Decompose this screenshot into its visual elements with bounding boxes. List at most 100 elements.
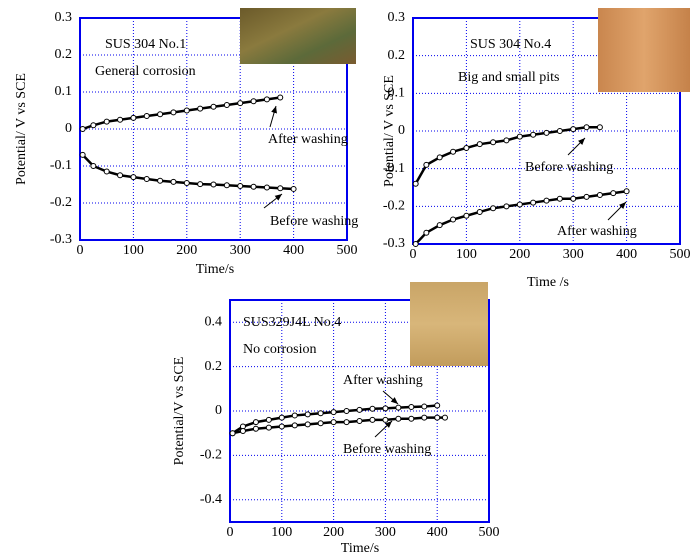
data-point (441, 414, 448, 421)
data-point (463, 144, 470, 151)
data-point (223, 182, 230, 189)
data-point (556, 128, 563, 134)
data-point (610, 190, 617, 197)
data-point (583, 193, 590, 200)
data-point (436, 222, 443, 229)
y-tick-label: -0.4 (200, 492, 222, 507)
data-point (421, 414, 428, 421)
y-tick-label: -0.2 (50, 195, 72, 210)
data-point (103, 118, 110, 125)
data-point (382, 416, 389, 423)
data-point (596, 192, 603, 199)
y-tick-label: -0.3 (50, 232, 72, 247)
chart: 0 100 200 300 400 500 -0.3 -0.2 -0.1 0 0.1 0.2 0.3 SU… (14, 8, 358, 277)
data-point (490, 205, 497, 212)
data-point (229, 430, 236, 437)
series-line (82, 96, 281, 131)
y-tick-label: 0.2 (388, 48, 406, 63)
y-tick-label: 0.3 (55, 10, 73, 25)
data-point (330, 409, 337, 416)
data-point (290, 185, 297, 192)
sample-photo (240, 8, 356, 64)
sample-subtitle: General corrosion (95, 64, 196, 79)
data-point (395, 404, 402, 411)
x-tick-label: 500 (670, 247, 691, 262)
data-point (516, 133, 523, 140)
data-point (421, 403, 428, 410)
data-point (197, 181, 204, 188)
data-point (143, 175, 150, 182)
data-point (516, 201, 523, 208)
x-tick-label: 0 (77, 243, 84, 258)
data-point (356, 406, 363, 413)
sample-title: SUS 304 No.1 (105, 37, 186, 52)
data-point (143, 113, 150, 120)
series-label: After washing (343, 373, 423, 388)
y-tick-label: -0.2 (383, 199, 405, 214)
data-point (277, 94, 284, 101)
data-point (556, 195, 563, 202)
series-label: Before washing (343, 442, 431, 457)
y-tick-label: -0.3 (383, 236, 405, 251)
y-tick-label: 0 (65, 121, 72, 136)
y-axis-label: Potential/ V vs SCE (382, 75, 397, 187)
y-tick-label: -0.1 (50, 158, 72, 173)
data-point (343, 408, 350, 414)
data-point (530, 131, 537, 138)
x-tick-label: 100 (456, 247, 477, 262)
x-axis-label: Time/s (196, 262, 234, 277)
data-point (570, 126, 577, 133)
data-point (250, 98, 257, 105)
data-point (434, 414, 441, 421)
data-point (583, 124, 590, 131)
data-point (170, 178, 177, 185)
plot-frame (229, 299, 490, 523)
y-tick-label: 0.2 (205, 359, 223, 374)
data-point (395, 415, 402, 422)
data-point (183, 180, 190, 187)
data-point (277, 185, 284, 192)
data-point (170, 109, 177, 116)
data-point (412, 241, 419, 247)
annotation-arrow (567, 137, 586, 156)
data-point (450, 148, 457, 155)
data-point (476, 141, 483, 148)
data-point (79, 126, 86, 132)
data-point (543, 129, 550, 136)
y-tick-label: -0.2 (200, 448, 222, 463)
x-tick-label: 0 (227, 525, 234, 540)
x-tick-label: 200 (509, 247, 530, 262)
y-axis-label: Potential/V vs SCE (172, 357, 187, 466)
data-point (250, 183, 257, 190)
x-tick-label: 400 (427, 525, 448, 540)
data-point (476, 208, 483, 215)
data-point (382, 405, 389, 412)
y-tick-label: 0.1 (55, 84, 73, 99)
annotation-arrow (382, 390, 399, 405)
y-tick-label: 0 (215, 403, 222, 418)
data-point (412, 180, 419, 187)
x-tick-label: 100 (271, 525, 292, 540)
data-point (463, 212, 470, 219)
x-tick-label: 400 (616, 247, 637, 262)
sample-title: SUS329J4L No.4 (243, 315, 341, 330)
x-tick-label: 300 (230, 243, 251, 258)
data-point (197, 105, 204, 112)
data-point (79, 151, 86, 158)
x-tick-label: 200 (176, 243, 197, 258)
data-point (436, 154, 443, 161)
data-point (570, 195, 577, 202)
sample-subtitle: Big and small pits (458, 70, 560, 85)
x-axis-label: Time/s (341, 541, 379, 556)
y-tick-label: -0.1 (383, 161, 405, 176)
data-point (369, 405, 376, 412)
data-point (623, 188, 630, 195)
data-point (210, 181, 217, 188)
series-label: Before washing (270, 214, 358, 229)
y-tick-label: 0.2 (55, 47, 73, 62)
data-point (369, 416, 376, 423)
x-tick-label: 500 (479, 525, 500, 540)
annotation-arrow (263, 193, 283, 209)
data-point (304, 421, 311, 428)
